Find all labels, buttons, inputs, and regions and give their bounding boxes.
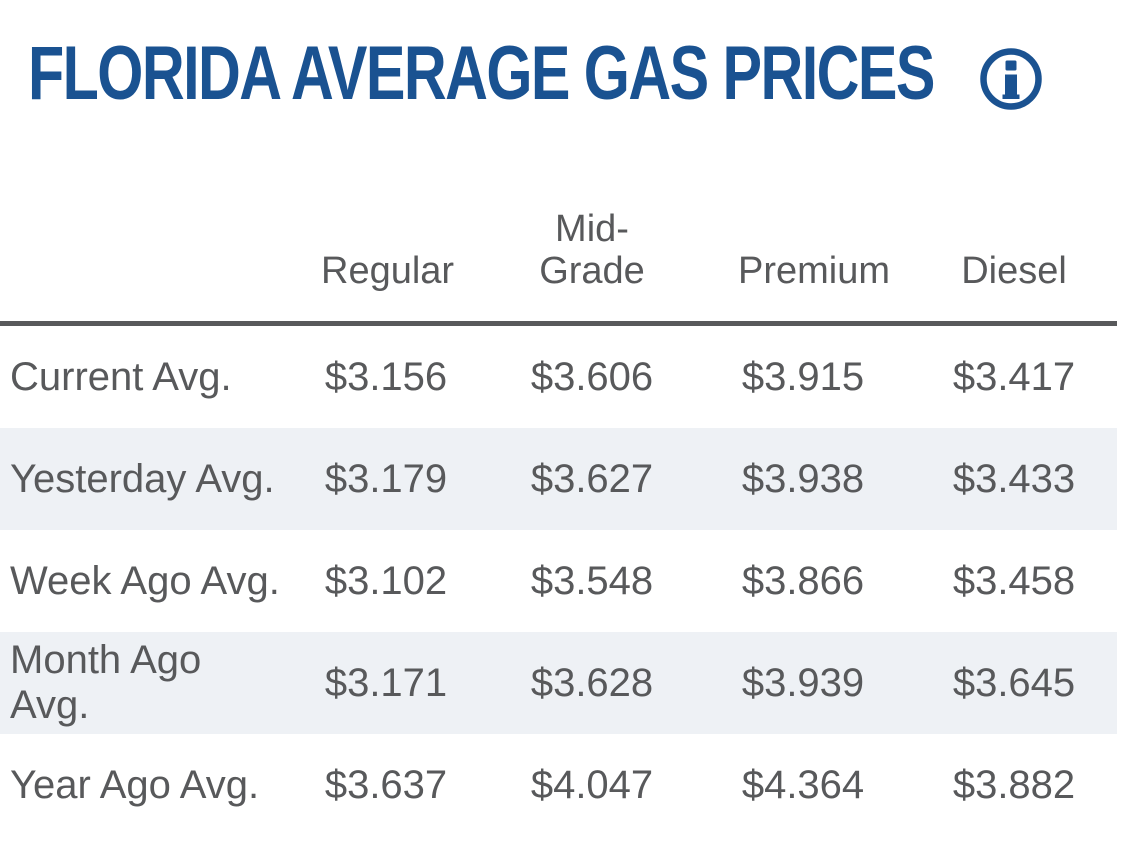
price-premium: $3.939 [741, 660, 865, 705]
row-label: Year Ago Avg. [10, 762, 260, 807]
row-label: Current Avg. [10, 354, 232, 399]
price-midgrade: $3.628 [530, 660, 654, 705]
column-header-diesel: Diesel [911, 250, 1117, 293]
column-header-midgrade: Mid-Grade [489, 208, 695, 293]
price-diesel: $3.882 [952, 762, 1076, 807]
price-midgrade: $4.047 [530, 762, 654, 807]
gas-prices-table: Regular Mid-Grade Premium Diesel Current… [0, 138, 1117, 836]
price-regular: $3.102 [324, 558, 448, 603]
price-premium: $4.364 [741, 762, 865, 807]
table-row-yesterday-avg: Yesterday Avg. $3.179 $3.627 $3.938 $3.4… [0, 428, 1117, 530]
price-midgrade: $3.548 [530, 558, 654, 603]
price-regular: $3.179 [324, 456, 448, 501]
row-label: Month Ago Avg. [10, 638, 202, 727]
row-label: Week Ago Avg. [10, 558, 280, 603]
price-regular: $3.637 [324, 762, 448, 807]
column-header-diesel-label: Diesel [961, 250, 1067, 293]
price-regular: $3.171 [324, 660, 448, 705]
column-header-midgrade-label: Mid-Grade [539, 207, 645, 293]
price-premium: $3.866 [741, 558, 865, 603]
price-midgrade: $3.627 [530, 456, 654, 501]
table-divider [0, 321, 1117, 326]
column-header-premium: Premium [695, 250, 911, 293]
price-premium: $3.915 [741, 354, 865, 399]
page-title: FLORIDA AVERAGE GAS PRICES [28, 31, 935, 116]
price-midgrade: $3.606 [530, 354, 654, 399]
column-header-regular: Regular [283, 250, 489, 293]
price-diesel: $3.417 [952, 354, 1076, 399]
table-header-row: Regular Mid-Grade Premium Diesel [0, 138, 1117, 321]
table-row-month-ago-avg: Month Ago Avg. $3.171 $3.628 $3.939 $3.6… [0, 632, 1117, 734]
title-row: FLORIDA AVERAGE GAS PRICES [0, 0, 1125, 138]
price-regular: $3.156 [324, 354, 448, 399]
info-icon[interactable] [979, 47, 1043, 111]
price-diesel: $3.645 [952, 660, 1076, 705]
price-diesel: $3.458 [952, 558, 1076, 603]
price-diesel: $3.433 [952, 456, 1076, 501]
table-row-current-avg: Current Avg. $3.156 $3.606 $3.915 $3.417 [0, 326, 1117, 428]
column-header-premium-label: Premium [738, 250, 891, 293]
column-header-regular-label: Regular [321, 250, 455, 293]
table-row-week-ago-avg: Week Ago Avg. $3.102 $3.548 $3.866 $3.45… [0, 530, 1117, 632]
table-row-year-ago-avg: Year Ago Avg. $3.637 $4.047 $4.364 $3.88… [0, 734, 1117, 836]
price-premium: $3.938 [741, 456, 865, 501]
row-label: Yesterday Avg. [10, 456, 275, 501]
